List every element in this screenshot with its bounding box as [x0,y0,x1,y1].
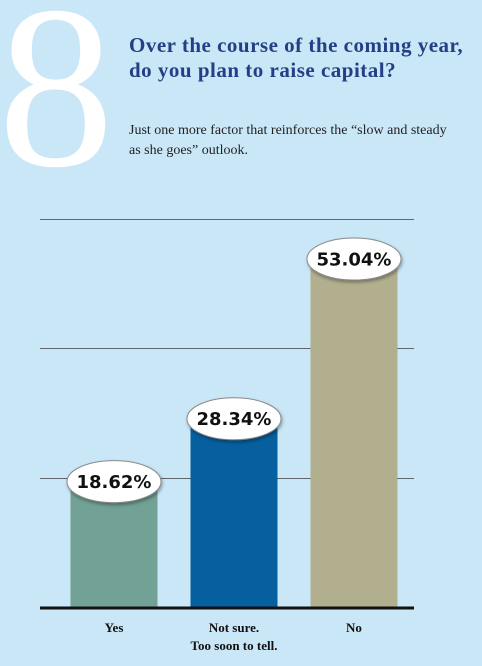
bar-2 [310,264,398,607]
category-label-not-sure: Not sure. Too soon to tell. [159,619,309,655]
category-label-line: Too soon to tell. [190,638,278,653]
bar-0 [70,486,158,607]
data-label-bubble-0 [66,460,162,504]
category-label-yes: Yes [39,619,189,637]
category-label-line: No [346,620,362,635]
question-subtitle: Just one more factor that reinforces the… [129,123,447,158]
category-label-line: Not sure. [208,620,260,635]
bar-1 [190,423,278,607]
data-label-0: 18.62% [77,472,152,493]
data-label-2: 53.04% [317,250,392,271]
data-label-bubble-2 [306,237,402,281]
data-label-bubble-1 [186,397,282,441]
category-label-line: Yes [104,620,124,635]
question-number: 8 [0,0,114,216]
data-label-1: 28.34% [197,409,272,430]
category-label-no: No [279,619,429,637]
question-title: Over the course of the coming year, do y… [129,33,464,82]
